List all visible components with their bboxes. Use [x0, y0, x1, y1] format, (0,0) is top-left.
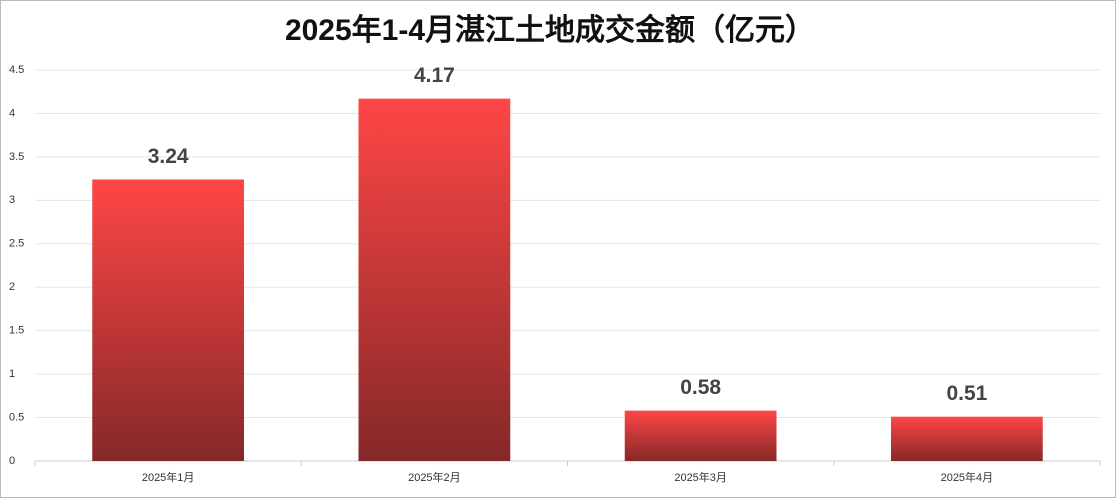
data-label: 0.51	[946, 382, 987, 405]
y-tick-label: 1.5	[9, 325, 24, 337]
y-tick-label: 2.5	[9, 238, 24, 250]
x-tick-label: 2025年1月	[142, 470, 195, 484]
data-label: 4.17	[414, 64, 455, 87]
data-label: 3.24	[148, 145, 189, 168]
chart-title: 2025年1-4月湛江土地成交金额（亿元）	[285, 13, 815, 47]
data-label: 0.58	[680, 376, 721, 399]
y-tick-label: 4.5	[9, 64, 24, 76]
bar	[890, 416, 1043, 461]
y-tick-label: 2	[9, 281, 15, 293]
y-tick-label: 0	[9, 455, 15, 467]
y-tick-label: 1	[9, 368, 15, 380]
bar	[624, 410, 777, 461]
y-tick-label: 3.5	[9, 151, 24, 163]
y-tick-label: 4	[9, 107, 15, 119]
x-tick-label: 2025年4月	[941, 470, 994, 484]
x-tick-label: 2025年3月	[674, 470, 727, 484]
x-tick-label: 2025年2月	[408, 470, 461, 484]
bar	[358, 98, 511, 461]
y-tick-label: 3	[9, 194, 15, 206]
y-tick-label: 0.5	[9, 411, 24, 423]
bar	[92, 179, 245, 462]
